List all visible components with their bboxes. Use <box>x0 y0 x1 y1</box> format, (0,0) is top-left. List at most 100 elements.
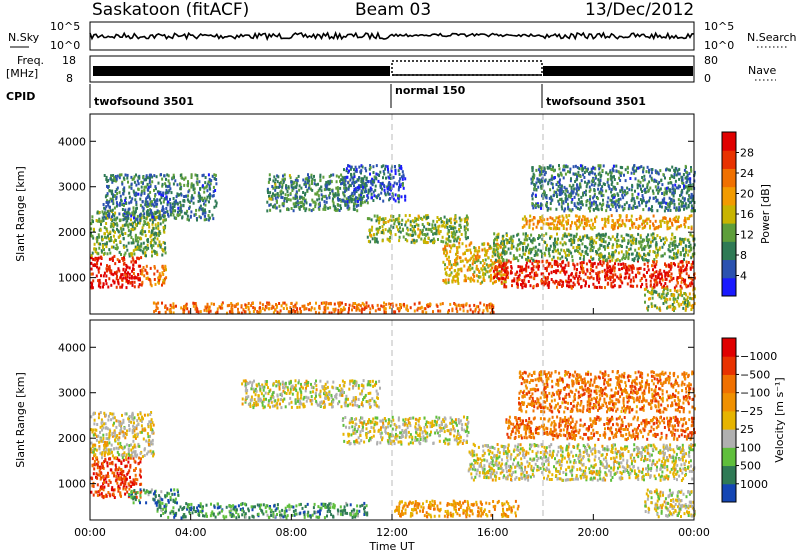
scatter-cell <box>636 258 639 262</box>
scatter-cell <box>454 226 457 230</box>
scatter-cell <box>583 218 586 222</box>
scatter-cell <box>169 208 172 212</box>
scatter-cell <box>180 193 183 197</box>
scatter-cell <box>368 229 371 232</box>
scatter-cell <box>495 248 498 252</box>
scatter-cell <box>676 245 679 249</box>
scatter-cell <box>537 205 540 209</box>
scatter-cell <box>362 187 365 191</box>
scatter-cell <box>131 224 134 228</box>
scatter-cell <box>449 217 452 221</box>
scatter-cell <box>343 179 346 183</box>
scatter-cell <box>117 267 120 271</box>
scatter-cell <box>667 263 670 267</box>
scatter-cell <box>375 195 378 199</box>
scatter-cell <box>117 282 120 286</box>
scatter-cell <box>376 240 379 244</box>
scatter-cell <box>378 174 381 177</box>
scatter-cell <box>139 248 142 252</box>
scatter-cell <box>97 256 100 260</box>
scatter-cell <box>634 177 637 181</box>
scatter-cell <box>409 220 412 224</box>
scatter-cell <box>272 205 274 209</box>
scatter-cell <box>388 239 391 243</box>
scatter-cell <box>268 307 271 311</box>
scatter-cell <box>289 306 292 310</box>
scatter-cell <box>362 179 365 183</box>
scatter-cell <box>114 222 117 226</box>
scatter-cell <box>472 273 475 276</box>
scatter-cell <box>386 185 389 189</box>
scatter-cell <box>532 206 535 210</box>
scatter-cell <box>626 271 629 275</box>
scatter-cell <box>569 239 572 243</box>
scatter-cell <box>212 217 215 221</box>
scatter-cell <box>341 301 343 305</box>
scatter-cell <box>352 198 355 202</box>
scatter-cell <box>240 311 243 315</box>
scatter-cell <box>162 281 164 285</box>
scatter-cell <box>352 207 355 211</box>
scatter-cell <box>451 225 454 229</box>
scatter-cell <box>637 271 640 275</box>
scatter-cell <box>517 265 520 269</box>
scatter-cell <box>649 279 652 283</box>
scatter-cell <box>583 176 586 179</box>
scatter-cell <box>657 191 660 195</box>
scatter-cell <box>559 270 562 274</box>
scatter-cell <box>192 196 195 200</box>
scatter-cell <box>599 175 602 179</box>
scatter-cell <box>558 180 561 184</box>
scatter-cell <box>289 176 292 180</box>
scatter-cell <box>381 187 383 191</box>
scatter-cell <box>131 256 134 260</box>
scatter-cell <box>137 192 140 196</box>
scatter-cell <box>624 257 627 260</box>
scatter-cell <box>541 166 544 170</box>
scatter-cell <box>106 234 109 238</box>
scatter-cell <box>131 269 134 273</box>
scatter-cell <box>491 254 494 258</box>
scatter-cell <box>306 179 309 183</box>
scatter-cell <box>421 223 424 226</box>
scatter-cell <box>121 208 124 211</box>
scatter-cell <box>99 281 102 285</box>
scatter-cell <box>464 277 467 280</box>
scatter-cell <box>359 170 362 174</box>
scatter-cell <box>641 226 644 230</box>
scatter-cell <box>450 221 453 225</box>
scatter-cell <box>213 302 215 306</box>
scatter-cell <box>576 219 579 223</box>
scatter-cell <box>576 185 579 189</box>
scatter-cell <box>437 225 440 229</box>
scatter-cell <box>112 195 114 199</box>
scatter-cell <box>105 222 108 225</box>
scatter-cell <box>504 273 507 277</box>
scatter-cell <box>493 244 496 248</box>
scatter-cell <box>567 248 570 252</box>
scatter-cell <box>398 309 401 313</box>
scatter-cell <box>110 174 113 178</box>
scatter-cell <box>666 225 669 229</box>
scatter-cell <box>128 272 131 276</box>
scatter-cell <box>502 245 505 249</box>
scatter-cell <box>105 274 108 278</box>
scatter-cell <box>351 304 354 308</box>
scatter-cell <box>320 185 323 189</box>
scatter-cell <box>567 202 569 206</box>
scatter-cell <box>632 204 635 208</box>
scatter-cell <box>600 173 603 177</box>
scatter-cell <box>160 201 163 205</box>
scatter-cell <box>678 242 681 246</box>
scatter-cell <box>147 202 149 206</box>
scatter-cell <box>584 284 587 288</box>
scatter-cell <box>493 232 496 236</box>
scatter-cell <box>541 214 544 218</box>
scatter-cell <box>92 263 95 267</box>
scatter-cell <box>641 190 643 193</box>
scatter-cell <box>122 176 125 180</box>
scatter-cell <box>684 237 687 241</box>
scatter-cell <box>352 180 355 184</box>
scatter-cell <box>687 184 690 187</box>
scatter-cell <box>455 307 458 311</box>
